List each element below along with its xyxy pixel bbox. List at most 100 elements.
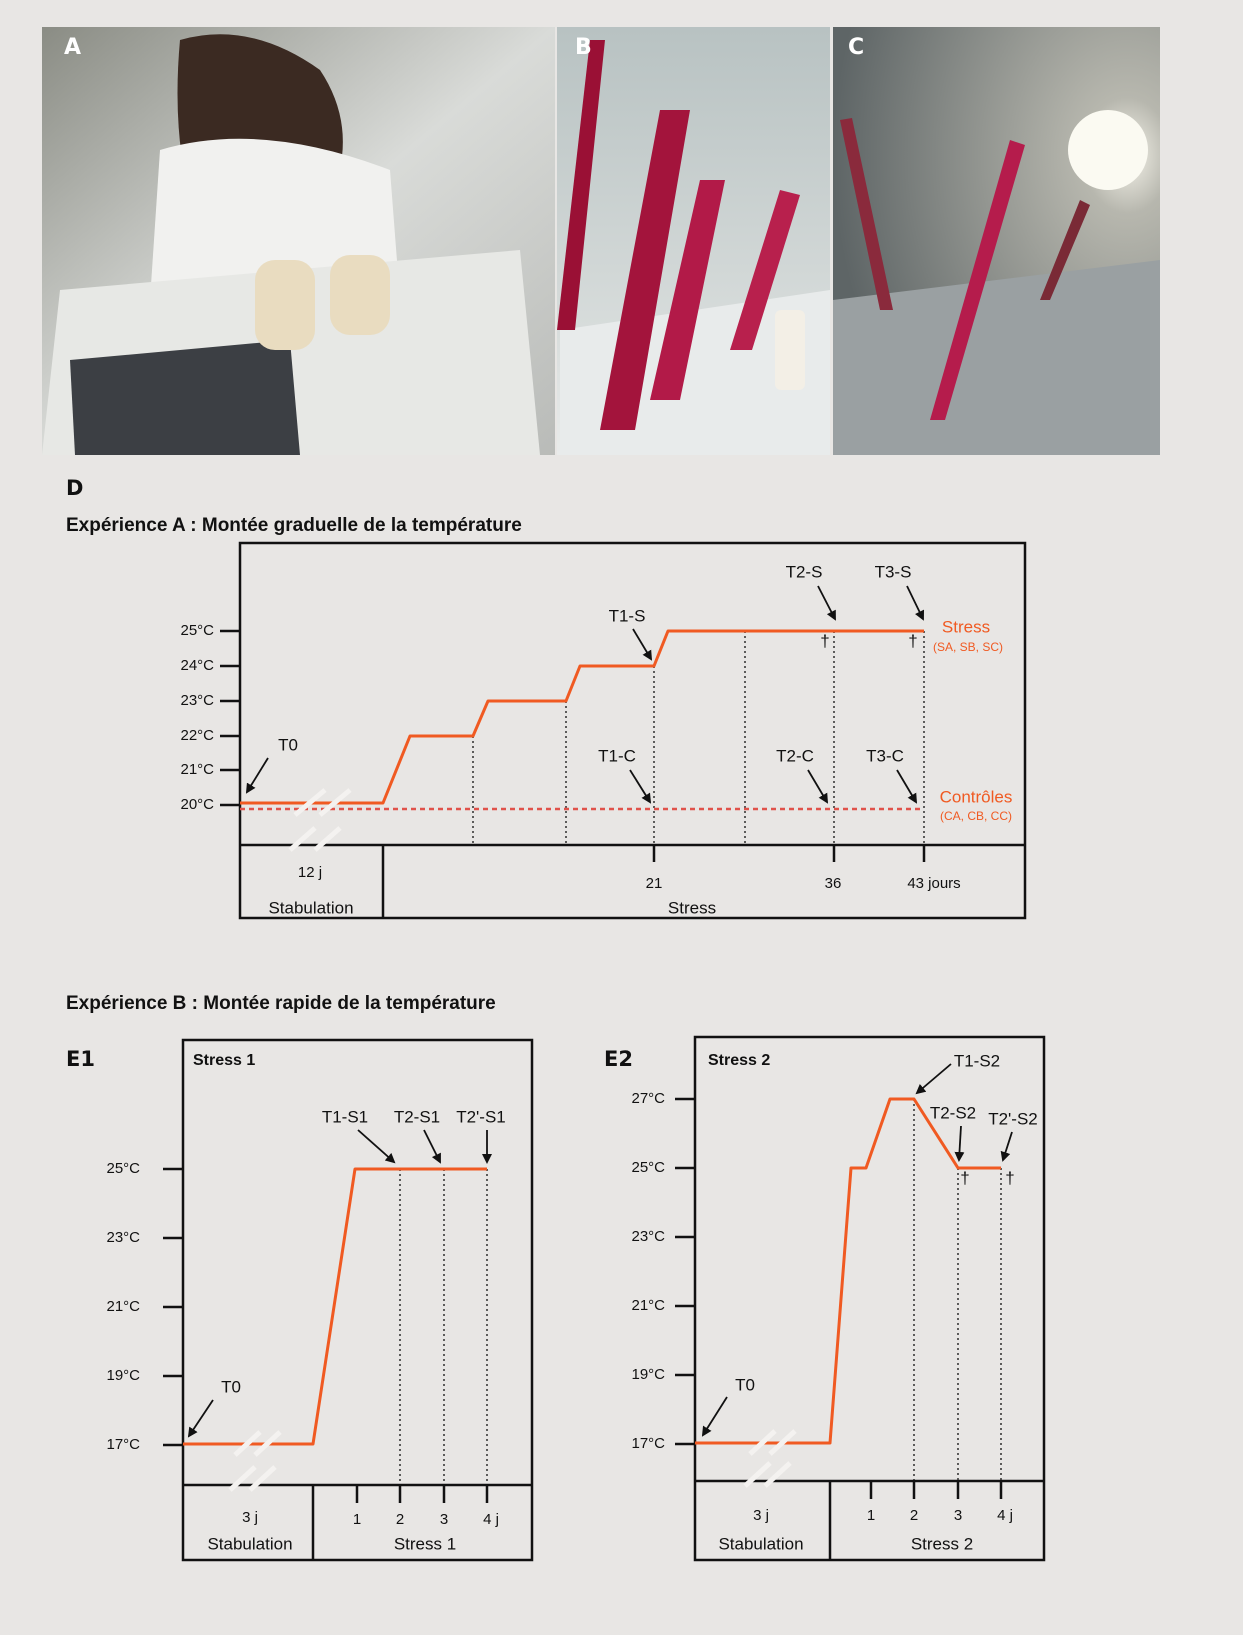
stress-label: Stress bbox=[942, 617, 990, 636]
arrow bbox=[629, 769, 652, 804]
x-tick-label: 2 bbox=[910, 1507, 918, 1524]
y-tick-label: 21°C bbox=[106, 1298, 140, 1315]
x-tick-label: 3 bbox=[440, 1511, 448, 1528]
x-tick-label: 43 jours bbox=[907, 875, 960, 892]
dagger: † bbox=[1005, 1168, 1014, 1187]
photo-label: C bbox=[848, 35, 864, 60]
y-tick-label: 21°C bbox=[631, 1297, 665, 1314]
y-tick-label: 17°C bbox=[106, 1436, 140, 1453]
photo-label: B bbox=[575, 35, 592, 60]
arrow bbox=[807, 769, 829, 804]
annotation: T1-S2 bbox=[954, 1051, 1000, 1070]
annotation: T3-S bbox=[875, 562, 912, 581]
axis-break bbox=[228, 1465, 257, 1492]
annotation: T1-C bbox=[598, 746, 636, 765]
annotation: T1-S bbox=[609, 606, 646, 625]
phase-label: Stress 1 bbox=[394, 1534, 456, 1553]
annotation: T2-S2 bbox=[930, 1103, 976, 1122]
panel-label: E2 bbox=[604, 1047, 633, 1071]
x-tick-label: 12 j bbox=[298, 864, 322, 881]
phase-label: Stabulation bbox=[207, 1534, 292, 1553]
annotation: T0 bbox=[278, 735, 298, 754]
axis-break bbox=[318, 788, 352, 817]
arrow bbox=[817, 585, 836, 621]
y-tick-label: 23°C bbox=[106, 1229, 140, 1246]
x-tick-label: 21 bbox=[646, 875, 663, 892]
stress-line bbox=[240, 629, 924, 805]
y-tick-label: 22°C bbox=[180, 727, 214, 744]
y-tick-label: 21°C bbox=[180, 761, 214, 778]
axis-break bbox=[763, 1461, 792, 1488]
phase-label: Stabulation bbox=[718, 1534, 803, 1553]
photo-c: C bbox=[833, 27, 1160, 455]
x-tick-label: 4 j bbox=[483, 1511, 499, 1528]
arrow bbox=[357, 1129, 396, 1164]
x-tick-label: 4 j bbox=[997, 1507, 1013, 1524]
arrow bbox=[896, 769, 918, 804]
temperature-line bbox=[183, 1167, 487, 1446]
arrow bbox=[1000, 1131, 1013, 1162]
annotation: T0 bbox=[221, 1377, 241, 1396]
x-tick-label: 2 bbox=[396, 1511, 404, 1528]
arrow bbox=[954, 1125, 965, 1162]
axis-break bbox=[293, 788, 327, 817]
axis-break bbox=[313, 826, 342, 852]
y-ticks: 25°C 24°C 23°C 22°C 21°C 20°C bbox=[180, 622, 240, 813]
panel-label: E1 bbox=[66, 1047, 95, 1071]
x-tick-label: 3 bbox=[954, 1507, 962, 1524]
axis-break bbox=[248, 1465, 277, 1492]
annotation: T3-C bbox=[866, 746, 904, 765]
x-tick-label: 3 j bbox=[242, 1509, 258, 1526]
stress-groups: (SA, SB, SC) bbox=[933, 640, 1003, 654]
annotation: T2'-S2 bbox=[988, 1109, 1038, 1128]
shape bbox=[1040, 200, 1090, 300]
shape bbox=[650, 180, 725, 400]
chart-frame bbox=[181, 1038, 534, 1562]
shape bbox=[775, 310, 805, 390]
axis-break bbox=[743, 1461, 772, 1488]
arrow bbox=[906, 585, 925, 621]
annotation: T2-S bbox=[786, 562, 823, 581]
phase-label: Stress 2 bbox=[911, 1534, 973, 1553]
box-title: Stress 2 bbox=[708, 1052, 770, 1069]
box-title: Stress 1 bbox=[193, 1052, 255, 1069]
arrow bbox=[915, 1063, 952, 1095]
axis-break bbox=[253, 1430, 282, 1457]
arrow bbox=[423, 1129, 441, 1164]
axis-break bbox=[288, 788, 352, 852]
shape bbox=[840, 118, 893, 310]
x-tick-label: 1 bbox=[353, 1511, 361, 1528]
shape bbox=[833, 260, 1160, 455]
arrow bbox=[245, 757, 269, 794]
dagger: † bbox=[908, 631, 917, 650]
arrow bbox=[701, 1396, 728, 1437]
x-tick-label: 36 bbox=[825, 875, 842, 892]
y-tick-label: 24°C bbox=[180, 657, 214, 674]
y-tick-label: 25°C bbox=[180, 622, 214, 639]
y-tick-label: 25°C bbox=[631, 1159, 665, 1176]
shape bbox=[557, 40, 605, 330]
annotation: T1-S1 bbox=[322, 1107, 368, 1126]
y-tick-label: 23°C bbox=[631, 1228, 665, 1245]
x-ticks: 12 j 21 36 43 jours Stabulation Stress bbox=[268, 845, 961, 917]
x-tick-label: 3 j bbox=[753, 1507, 769, 1524]
y-tick-label: 23°C bbox=[180, 692, 214, 709]
shape bbox=[1068, 110, 1148, 190]
annotations: T0 T1-S T2-S T3-S T1-C T2-C T3-C † † Str… bbox=[245, 562, 1012, 823]
arrow bbox=[187, 1399, 214, 1438]
experiment-title: Expérience B : Montée rapide de la tempé… bbox=[66, 993, 496, 1014]
y-tick-label: 19°C bbox=[106, 1367, 140, 1384]
panel-e2: E2 Stress 2 27°C 25°C 23°C 21°C 19°C 17°… bbox=[604, 1035, 1046, 1562]
axis-break bbox=[288, 826, 317, 852]
annotation: T2-C bbox=[776, 746, 814, 765]
shape bbox=[730, 190, 800, 350]
arrow bbox=[632, 628, 653, 661]
temperature-line bbox=[695, 1097, 1001, 1445]
chart-frame bbox=[238, 541, 1027, 920]
experiment-title: Expérience A : Montée graduelle de la te… bbox=[66, 515, 522, 536]
annotation: T2-S1 bbox=[394, 1107, 440, 1126]
photo-label: A bbox=[64, 35, 81, 60]
chart-frame bbox=[693, 1035, 1046, 1562]
